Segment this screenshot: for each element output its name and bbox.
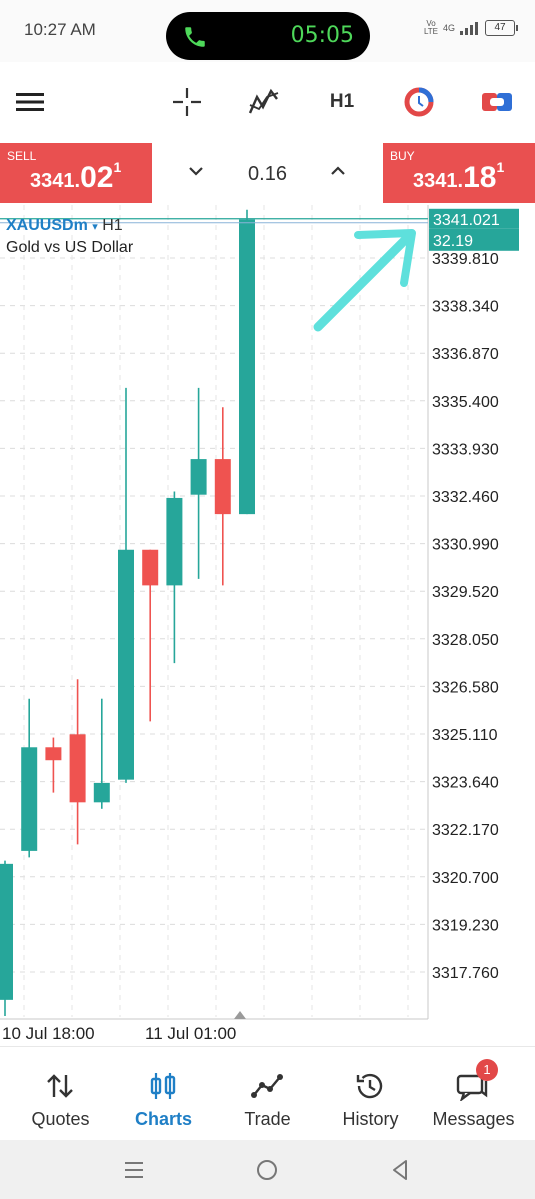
one-click-trading-icon bbox=[404, 87, 434, 117]
one-click-trading-button[interactable] bbox=[402, 84, 436, 120]
indicators-button[interactable] bbox=[246, 84, 282, 120]
nav-label: Quotes bbox=[31, 1109, 90, 1129]
buy-button[interactable]: BUY 3341.181 bbox=[383, 143, 535, 203]
annotation-arrowhead-icon bbox=[354, 229, 416, 287]
recent-apps-icon[interactable] bbox=[122, 1158, 146, 1182]
nav-label: History bbox=[342, 1109, 399, 1129]
indicators-icon bbox=[248, 88, 279, 114]
y-axis-tick-label: 3330.990 bbox=[432, 537, 499, 554]
candle-body bbox=[214, 459, 231, 515]
lot-decrease-button[interactable] bbox=[186, 161, 206, 181]
timeframe-button[interactable]: H1 bbox=[324, 84, 360, 120]
y-axis-tick-label: 3336.870 bbox=[432, 346, 499, 363]
trade-bar: SELL 3341.021 0.16 BUY 3341.181 bbox=[0, 143, 535, 203]
countdown-label: 32.19 bbox=[433, 233, 473, 250]
y-axis-tick-label: 3333.930 bbox=[432, 441, 499, 458]
current-price-tag bbox=[429, 208, 519, 229]
call-timer: 05:05 bbox=[290, 23, 354, 48]
chart-canvas[interactable]: 3339.810 3338.340 3336.870 3335.400 3333.930… bbox=[0, 205, 535, 1045]
system-navigation-bar bbox=[0, 1140, 535, 1199]
candle-body bbox=[118, 549, 134, 780]
candle-body bbox=[0, 863, 13, 1000]
candle-body bbox=[93, 782, 110, 803]
signal-icon bbox=[460, 22, 478, 35]
network-type: 4G bbox=[442, 23, 455, 33]
y-axis-tick-label: 3339.810 bbox=[432, 251, 499, 268]
x-axis-tick-label: 10 Jul 18:00 bbox=[2, 1024, 95, 1043]
y-axis-tick-label: 3319.230 bbox=[432, 917, 499, 934]
current-price-label: 3341.021 bbox=[433, 212, 500, 229]
y-axis-tick-label: 3320.700 bbox=[432, 870, 499, 887]
volte-indicator: Vo LTE bbox=[423, 19, 439, 36]
x-axis-tick-label: 11 Jul 01:00 bbox=[145, 1024, 236, 1043]
y-axis-tick-label: 3317.760 bbox=[432, 965, 499, 982]
chart-toolbar: H1 bbox=[0, 62, 535, 142]
y-axis-tick-label: 3335.400 bbox=[432, 394, 499, 411]
status-time: 10:27 AM bbox=[24, 20, 96, 39]
account-toggle-icon bbox=[482, 93, 512, 111]
phone-icon bbox=[185, 27, 205, 47]
nav-trade[interactable]: Trade bbox=[214, 1047, 321, 1141]
annotation-arrow-icon bbox=[313, 230, 415, 332]
candle-body bbox=[142, 549, 159, 586]
status-icons: Vo LTE 4G 47 bbox=[423, 19, 518, 36]
home-icon[interactable] bbox=[255, 1158, 279, 1182]
candle-body bbox=[166, 497, 183, 586]
y-axis-tick-label: 3329.520 bbox=[432, 584, 499, 601]
sell-price: 3341.021 bbox=[30, 159, 122, 194]
chart-symbol-description: Gold vs US Dollar bbox=[6, 239, 134, 256]
candle-body bbox=[69, 734, 86, 803]
menu-icon bbox=[16, 93, 44, 111]
y-axis-tick-label: 3326.580 bbox=[432, 679, 499, 696]
charts-icon bbox=[150, 1073, 176, 1099]
price-chart[interactable]: 3339.810 3338.340 3336.870 3335.400 3333.930… bbox=[0, 205, 535, 1045]
bottom-navigation: Quotes Charts Trade History bbox=[0, 1046, 535, 1140]
crosshair-icon bbox=[173, 88, 201, 116]
ongoing-call-pill[interactable]: 05:05 bbox=[166, 12, 370, 60]
lot-increase-button[interactable] bbox=[328, 161, 348, 181]
messages-badge: 1 bbox=[476, 1059, 498, 1081]
trade-icon bbox=[251, 1074, 283, 1098]
nav-label: Charts bbox=[134, 1109, 192, 1129]
candle-body bbox=[190, 459, 207, 495]
y-axis-tick-label: 3322.170 bbox=[432, 822, 499, 839]
crosshair-button[interactable] bbox=[170, 84, 204, 120]
lot-value[interactable]: 0.16 bbox=[248, 163, 287, 185]
quotes-icon bbox=[47, 1074, 73, 1098]
nav-quotes[interactable]: Quotes bbox=[7, 1047, 114, 1141]
menu-button[interactable] bbox=[14, 84, 46, 120]
y-axis-tick-label: 3328.050 bbox=[432, 632, 499, 649]
sell-label: SELL bbox=[7, 149, 37, 163]
timeframe-label: H1 bbox=[329, 91, 355, 112]
buy-label: BUY bbox=[390, 149, 415, 163]
y-axis-tick-label: 3325.110 bbox=[432, 727, 498, 744]
sell-button[interactable]: SELL 3341.021 bbox=[0, 143, 152, 203]
status-bar: 10:27 AM 05:05 Vo LTE 4G 47 bbox=[0, 0, 535, 62]
history-icon bbox=[356, 1073, 383, 1099]
nav-label: Messages bbox=[432, 1109, 515, 1129]
battery-icon: 47 bbox=[485, 20, 518, 36]
countdown-tag bbox=[429, 228, 519, 251]
candle-body bbox=[21, 747, 38, 851]
candle-body bbox=[239, 219, 255, 515]
nav-charts[interactable]: Charts bbox=[110, 1047, 217, 1141]
chart-symbol[interactable]: XAUUSDm ▾ H1 bbox=[6, 217, 123, 234]
account-toggle-button[interactable] bbox=[480, 84, 514, 120]
buy-price: 3341.181 bbox=[413, 159, 505, 194]
nav-history[interactable]: History bbox=[317, 1047, 424, 1141]
y-axis-tick-label: 3338.340 bbox=[432, 299, 499, 316]
nav-messages[interactable]: 1 Messages bbox=[420, 1047, 527, 1141]
messages-icon bbox=[456, 1074, 488, 1101]
y-axis-tick-label: 3332.460 bbox=[432, 489, 499, 506]
lot-selector: 0.16 bbox=[152, 143, 383, 203]
scroll-marker-icon bbox=[234, 1011, 246, 1019]
nav-label: Trade bbox=[244, 1109, 291, 1129]
back-icon[interactable] bbox=[388, 1158, 412, 1182]
y-axis-tick-label: 3323.640 bbox=[432, 775, 499, 792]
candle-body bbox=[45, 747, 62, 761]
